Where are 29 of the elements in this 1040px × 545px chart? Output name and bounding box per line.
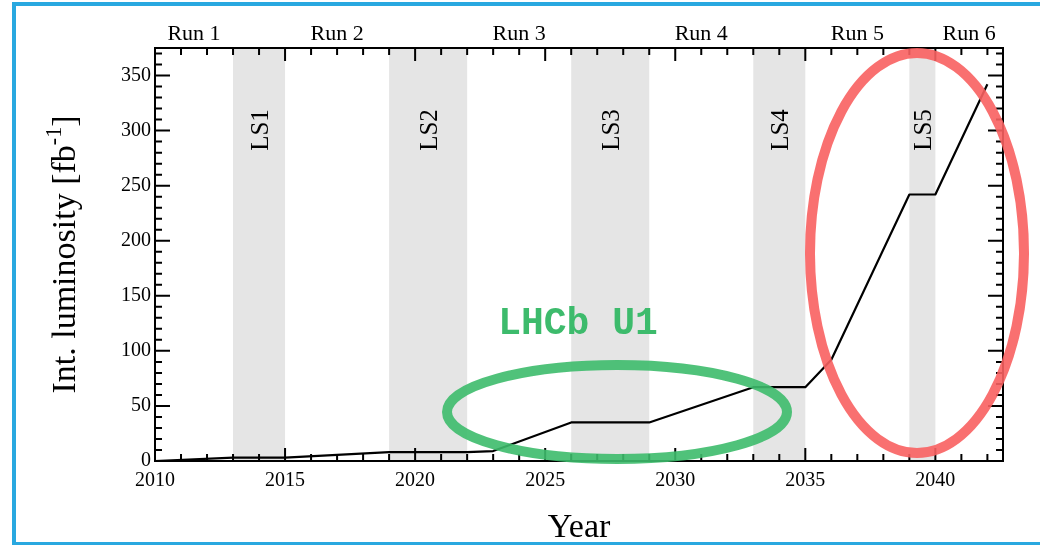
y-tick-label: 100 — [121, 338, 151, 361]
y-axis-title: Int. luminosity [fb-1] — [41, 115, 82, 394]
x-axis-title: Year — [547, 507, 611, 544]
text: Run 1 — [167, 20, 221, 45]
text: Run 2 — [310, 20, 364, 45]
annotation: LHCb U1 — [498, 302, 658, 345]
x-tick-label: 2010 — [135, 468, 175, 491]
x-tick-label: 2020 — [395, 468, 436, 491]
y-tick-label: 0 — [141, 448, 151, 471]
band-label: LS5 — [909, 109, 937, 151]
text: Run 3 — [492, 20, 546, 45]
y-tick-label: 300 — [121, 117, 151, 140]
band-label: LS4 — [766, 108, 794, 151]
band-label: LS2 — [415, 109, 443, 151]
x-tick-label: 2040 — [915, 468, 956, 491]
x-tick-label: 2035 — [785, 468, 826, 491]
text: Run 4 — [674, 20, 728, 45]
x-tick-label: 2030 — [655, 468, 696, 491]
y-tick-label: 50 — [131, 393, 151, 416]
band-label: LS3 — [597, 109, 625, 151]
band-label: LS1 — [246, 109, 274, 151]
text: Run 5 — [830, 20, 884, 45]
x-tick-label: 2025 — [525, 468, 566, 491]
y-tick-label: 150 — [121, 283, 151, 306]
y-tick-label: 200 — [121, 227, 151, 250]
x-tick-label: 2015 — [265, 468, 306, 491]
text: Run 6 — [942, 20, 996, 45]
y-tick-label: 250 — [121, 172, 151, 195]
y-tick-label: 350 — [121, 62, 151, 85]
